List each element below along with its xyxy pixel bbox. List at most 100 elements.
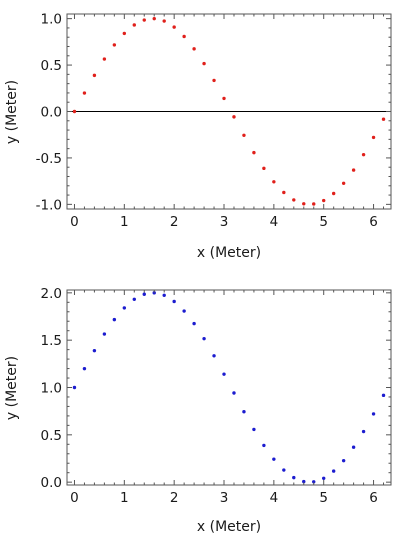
- bottom-chart-point: [172, 299, 176, 304]
- top-chart: 0 1 2 3 4 5 6 -1.0 -0.5 0.0 0.5 1.0 x (Meter) y (M…: [4, 12, 392, 261]
- bottom-chart-point: [302, 479, 306, 484]
- bottom-chart-x-tick-label: 4: [270, 490, 279, 506]
- bottom-chart-point: [322, 476, 326, 480]
- bottom-chart-x-tick-label: 2: [170, 490, 179, 506]
- bottom-chart-point: [152, 291, 156, 295]
- bottom-chart-y-tick-label: 2.0: [41, 286, 62, 302]
- top-chart-point: [112, 43, 117, 47]
- bottom-chart-x-tick-label: 5: [319, 490, 328, 506]
- bottom-chart-point: [351, 445, 356, 449]
- bottom-chart-x-axis-title: x (Meter): [197, 519, 261, 535]
- bottom-chart-y-axis-title: y (Meter): [4, 356, 20, 420]
- top-chart-point: [282, 190, 286, 195]
- top-chart-point: [162, 19, 166, 23]
- bottom-chart-point: [312, 480, 316, 484]
- bottom-chart-point: [341, 458, 346, 463]
- bottom-chart-x-tick-label: 3: [220, 490, 229, 506]
- top-chart-x-tick-label: 3: [220, 214, 229, 230]
- bottom-chart-point: [182, 309, 186, 313]
- top-chart-point: [242, 133, 246, 137]
- top-chart-point: [292, 198, 296, 202]
- top-chart-point: [262, 166, 266, 171]
- bottom-chart-point: [92, 348, 97, 353]
- bottom-chart-point: [162, 293, 166, 298]
- bottom-chart-point: [252, 427, 256, 432]
- bottom-chart-y-tick-label: 0.0: [41, 475, 62, 491]
- bottom-chart-point: [122, 306, 127, 310]
- top-chart-point: [361, 152, 366, 157]
- bottom-chart-y-tick-label: 0.5: [41, 428, 62, 444]
- top-chart-x-tick-label: 6: [369, 214, 378, 230]
- top-chart-y-tick-label: -0.5: [36, 151, 62, 167]
- top-chart-point: [152, 16, 156, 21]
- bottom-chart-point: [102, 332, 107, 336]
- bottom-chart-point: [72, 385, 77, 390]
- bottom-chart-x-tick-label: 0: [70, 490, 79, 506]
- top-chart-point: [252, 150, 256, 155]
- bottom-chart-point: [361, 429, 366, 434]
- top-chart-point: [322, 198, 326, 203]
- top-chart-x-tick-label: 2: [170, 214, 179, 230]
- top-chart-point: [132, 23, 136, 27]
- bottom-chart-point: [112, 317, 117, 322]
- top-chart-x-ticks: 0 1 2 3 4 5 6: [70, 14, 385, 230]
- top-chart-point: [232, 115, 236, 119]
- bottom-chart-point: [272, 457, 276, 461]
- top-chart-y-tick-label: -1.0: [36, 197, 62, 213]
- top-chart-x-tick-label: 0: [70, 214, 79, 230]
- top-chart-point: [331, 191, 336, 196]
- bottom-chart: 0 1 2 3 4 5 6 0.0 0.5 1.0 1.5 2.0 x (Meter) y (Met…: [4, 286, 392, 535]
- bottom-chart-point: [371, 412, 376, 416]
- top-chart-point: [212, 78, 216, 83]
- top-chart-point: [302, 202, 306, 206]
- top-chart-y-axis-title: y (Meter): [4, 80, 20, 144]
- top-chart-point: [381, 117, 386, 121]
- top-chart-point: [142, 18, 146, 22]
- bottom-chart-y-tick-label: 1.0: [41, 381, 62, 397]
- top-chart-y-ticks: -1.0 -0.5 0.0 0.5 1.0: [36, 12, 391, 213]
- top-chart-y-tick-label: 1.0: [41, 12, 62, 28]
- bottom-chart-point: [222, 372, 226, 376]
- top-chart-point: [341, 181, 346, 185]
- bottom-chart-points: [72, 291, 386, 484]
- top-chart-x-tick-label: 5: [319, 214, 328, 230]
- top-chart-point: [312, 202, 316, 206]
- top-chart-point: [371, 135, 376, 140]
- top-chart-point: [122, 31, 127, 36]
- top-chart-y-tick-label: 0.5: [41, 58, 62, 74]
- top-chart-y-tick-label: 0.0: [41, 105, 62, 121]
- top-chart-point: [172, 25, 176, 29]
- bottom-chart-point: [381, 393, 386, 398]
- bottom-chart-x-tick-label: 1: [120, 490, 129, 506]
- bottom-chart-point: [282, 468, 286, 472]
- bottom-chart-point: [132, 297, 136, 301]
- top-chart-x-tick-label: 4: [270, 214, 279, 230]
- top-chart-point: [272, 180, 276, 184]
- bottom-chart-y-ticks: 0.0 0.5 1.0 1.5 2.0: [41, 286, 391, 491]
- top-chart-points: [67, 16, 391, 206]
- top-chart-x-tick-label: 1: [120, 214, 129, 230]
- bottom-chart-point: [212, 354, 216, 358]
- bottom-chart-point: [232, 391, 236, 395]
- top-chart-point: [351, 168, 356, 172]
- bottom-chart-x-tick-label: 6: [369, 490, 378, 506]
- top-chart-point: [182, 34, 186, 39]
- top-chart-point: [72, 109, 77, 114]
- top-chart-x-axis-title: x (Meter): [197, 245, 261, 261]
- bottom-chart-point: [331, 469, 336, 473]
- bottom-chart-point: [192, 321, 196, 326]
- bottom-chart-y-tick-label: 1.5: [41, 333, 62, 349]
- bottom-chart-point: [242, 410, 246, 414]
- bottom-chart-point: [262, 443, 266, 448]
- top-chart-point: [192, 47, 196, 51]
- top-chart-point: [82, 91, 87, 95]
- bottom-chart-point: [82, 366, 87, 371]
- top-chart-point: [92, 73, 97, 78]
- top-chart-point: [222, 96, 226, 101]
- bottom-chart-x-ticks: 0 1 2 3 4 5 6: [70, 290, 385, 506]
- top-chart-point: [202, 61, 206, 66]
- bottom-chart-point: [202, 336, 206, 341]
- bottom-chart-point: [142, 292, 146, 296]
- bottom-chart-point: [292, 475, 296, 480]
